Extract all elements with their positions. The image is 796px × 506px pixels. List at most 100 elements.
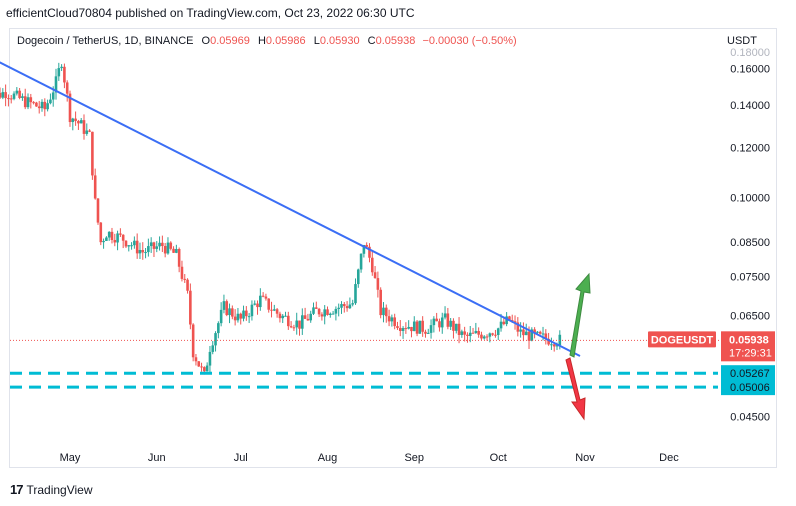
candle-body xyxy=(40,101,44,109)
candle-body xyxy=(432,318,436,326)
candle-body xyxy=(191,324,195,358)
candle-body xyxy=(205,365,209,372)
x-tick-label: Jun xyxy=(148,452,166,464)
candle-body xyxy=(4,92,7,99)
candle-body xyxy=(306,318,310,321)
candle-body xyxy=(404,328,408,330)
candle-body xyxy=(382,307,385,316)
candle-body xyxy=(488,333,492,337)
candle-body xyxy=(217,323,220,334)
candle-body xyxy=(91,131,94,176)
candle-body xyxy=(245,310,248,317)
y-tick-label: 0.16000 xyxy=(730,64,770,76)
candle-body xyxy=(477,330,480,335)
candle-body xyxy=(401,328,405,331)
candle-body xyxy=(102,240,105,243)
candle-body xyxy=(460,331,464,335)
candle-body xyxy=(158,242,161,247)
support-price-label: 0.05006 xyxy=(730,382,770,394)
candle-body xyxy=(74,118,77,121)
candle-body xyxy=(186,279,189,291)
candle-body xyxy=(183,278,187,280)
candle-body xyxy=(326,309,329,315)
symbol-title: Dogecoin / TetherUS, 1D, BINANCE xyxy=(17,35,194,47)
countdown-label: 17:29:31 xyxy=(729,347,772,359)
tradingview-logo[interactable]: 17 TradingView xyxy=(10,482,93,497)
candle-body xyxy=(110,231,114,241)
candle-body xyxy=(323,309,327,317)
candle-body xyxy=(485,336,489,338)
candle-body xyxy=(550,344,553,346)
candle-body xyxy=(376,278,380,290)
y-tick-label: 0.08500 xyxy=(730,237,770,249)
candle-body xyxy=(155,246,159,249)
close-value: 0.05938 xyxy=(375,35,416,47)
candle-body xyxy=(368,246,371,258)
chart-frame xyxy=(9,28,777,468)
candle-body xyxy=(384,307,388,317)
candle-body xyxy=(32,102,35,104)
candle-body xyxy=(320,314,324,317)
candle-body xyxy=(387,316,391,322)
candle-body xyxy=(138,250,142,254)
candle-body xyxy=(491,333,494,335)
candle-body xyxy=(359,253,363,270)
candle-body xyxy=(390,317,394,322)
candle-body xyxy=(233,316,237,321)
candle-body xyxy=(99,222,103,243)
candle-body xyxy=(457,323,461,335)
candle-body xyxy=(519,329,522,332)
candle-body xyxy=(144,252,147,254)
candle-body xyxy=(275,309,279,314)
candle-body xyxy=(60,66,63,69)
candle-body xyxy=(250,304,254,317)
candle-body xyxy=(77,120,80,124)
candle-body xyxy=(113,240,117,243)
candle-body xyxy=(127,245,131,247)
candle-body xyxy=(354,284,357,304)
candle-body xyxy=(259,295,262,308)
candle-body xyxy=(524,331,528,336)
publisher-line: efficientCloud70804 published on Trading… xyxy=(6,6,415,20)
high-value: 0.05986 xyxy=(265,35,306,47)
candle-body xyxy=(552,344,556,347)
candle-body xyxy=(0,92,2,98)
candle-body xyxy=(169,242,173,249)
candle-body xyxy=(93,175,97,199)
candle-body xyxy=(180,266,184,279)
candle-body xyxy=(342,304,346,307)
candle-body xyxy=(303,315,307,319)
candle-body xyxy=(163,246,167,254)
candle-body xyxy=(79,120,83,124)
candle-body xyxy=(88,130,91,132)
open-label: O xyxy=(201,35,211,47)
candle-body xyxy=(496,328,500,335)
candle-body xyxy=(149,242,153,247)
candle-body xyxy=(49,99,52,104)
candle-body xyxy=(35,102,38,107)
trendline xyxy=(0,61,581,357)
x-tick-label: Sep xyxy=(404,452,424,464)
candle-body xyxy=(298,320,301,329)
candle-body xyxy=(396,326,399,328)
candle-body xyxy=(331,313,335,315)
candle-body xyxy=(315,307,318,309)
arrow-down-icon xyxy=(565,357,586,421)
candle-body xyxy=(21,96,24,98)
candle-body xyxy=(43,101,47,110)
candle-body xyxy=(412,321,416,332)
candle-body xyxy=(446,313,450,327)
y-tick-label: 0.12000 xyxy=(730,142,770,154)
candle-body xyxy=(65,82,69,94)
low-value: 0.05930 xyxy=(319,35,360,47)
candle-body xyxy=(435,318,438,322)
candle-body xyxy=(480,334,483,339)
x-tick-label: Nov xyxy=(575,452,595,464)
candle-body xyxy=(12,93,16,99)
support-price-tag xyxy=(721,365,775,382)
candle-body xyxy=(429,325,433,333)
candle-body xyxy=(334,308,338,314)
candle-body xyxy=(177,248,181,267)
y-tick-label-partial: 0.18000 xyxy=(730,47,770,59)
